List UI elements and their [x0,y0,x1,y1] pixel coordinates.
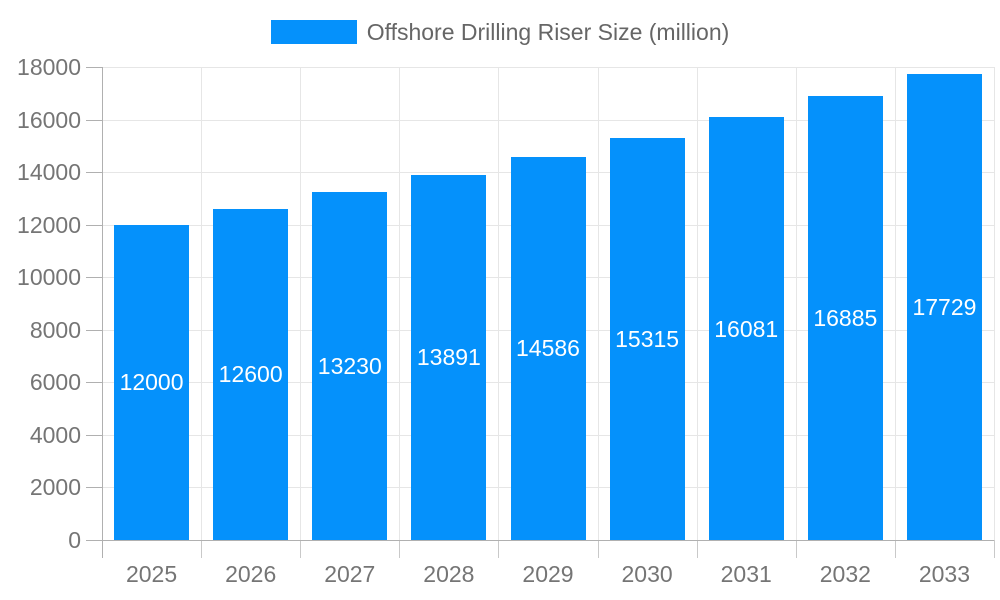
bar-value-label: 17729 [912,294,977,321]
y-tick [86,487,102,489]
x-gridline [597,67,599,540]
bar-value-label: 13230 [317,353,382,380]
y-tick-label: 6000 [29,369,81,396]
legend[interactable]: Offshore Drilling Riser Size (million) [0,14,1000,50]
y-tick [86,119,102,121]
y-gridline [102,119,994,121]
x-tick-label-2031: 2031 [720,561,772,587]
y-tick-label: 4000 [29,421,81,448]
bar-2030[interactable]: 15315 [609,137,685,540]
y-tick [86,224,102,226]
bar-value-label: 15315 [615,325,680,352]
x-tick [696,540,698,558]
bar-value-label: 13891 [416,344,481,371]
bar-value-label: 12600 [218,361,283,388]
x-tick-label-2028: 2028 [423,561,475,587]
x-tick [994,540,995,558]
bar-value-label: 16081 [714,315,779,342]
bar-2029[interactable]: 14586 [510,156,586,540]
legend-label: Offshore Drilling Riser Size (million) [366,19,730,45]
bar-2033[interactable]: 17729 [906,74,982,540]
y-tick-label: 10000 [17,264,81,291]
y-tick-label: 16000 [17,106,81,133]
bar-2027[interactable]: 13230 [312,192,388,540]
x-gridline [300,67,302,540]
bar-2028[interactable]: 13891 [411,174,487,540]
legend-swatch-icon [270,20,357,44]
x-gridline [399,67,401,540]
x-tick [399,540,401,558]
bar-2032[interactable]: 16885 [807,96,883,540]
bar-2026[interactable]: 12600 [213,208,289,540]
y-tick-label: 12000 [17,211,81,238]
x-gridline [696,67,698,540]
x-tick [300,540,302,558]
y-tick-label: 14000 [17,159,81,186]
y-axis-line [102,67,103,558]
x-tick-label-2033: 2033 [918,561,971,587]
x-tick [498,540,500,558]
y-tick [86,434,102,436]
x-gridline [994,67,995,540]
bar-value-label: 16885 [813,305,878,332]
y-tick-label: 2000 [29,474,81,501]
x-tick-label-2032: 2032 [819,561,871,587]
x-tick-label-2027: 2027 [324,561,376,587]
x-gridline [201,67,203,540]
x-tick [597,540,599,558]
y-tick-label: 0 [68,527,81,553]
y-tick [86,277,102,279]
x-gridline [795,67,797,540]
x-tick-label-2026: 2026 [225,561,277,587]
y-tick [86,329,102,331]
bar-2031[interactable]: 16081 [708,117,784,540]
x-axis-line [86,540,994,541]
x-tick-label-2025: 2025 [125,561,178,587]
y-tick-label: 18000 [17,54,81,80]
bar-value-label: 12000 [119,369,184,396]
bar-value-label: 14586 [516,335,580,362]
x-tick [795,540,797,558]
x-gridline [498,67,500,540]
x-tick-label-2030: 2030 [621,561,673,587]
x-gridline [894,67,896,540]
bar-2025[interactable]: 12000 [114,224,190,540]
y-tick [86,172,102,174]
y-gridline [102,67,994,68]
y-tick-label: 8000 [29,316,81,343]
x-tick-label-2029: 2029 [522,561,574,587]
y-tick [86,382,102,384]
y-tick [86,67,102,68]
x-tick [894,540,896,558]
x-tick [201,540,203,558]
